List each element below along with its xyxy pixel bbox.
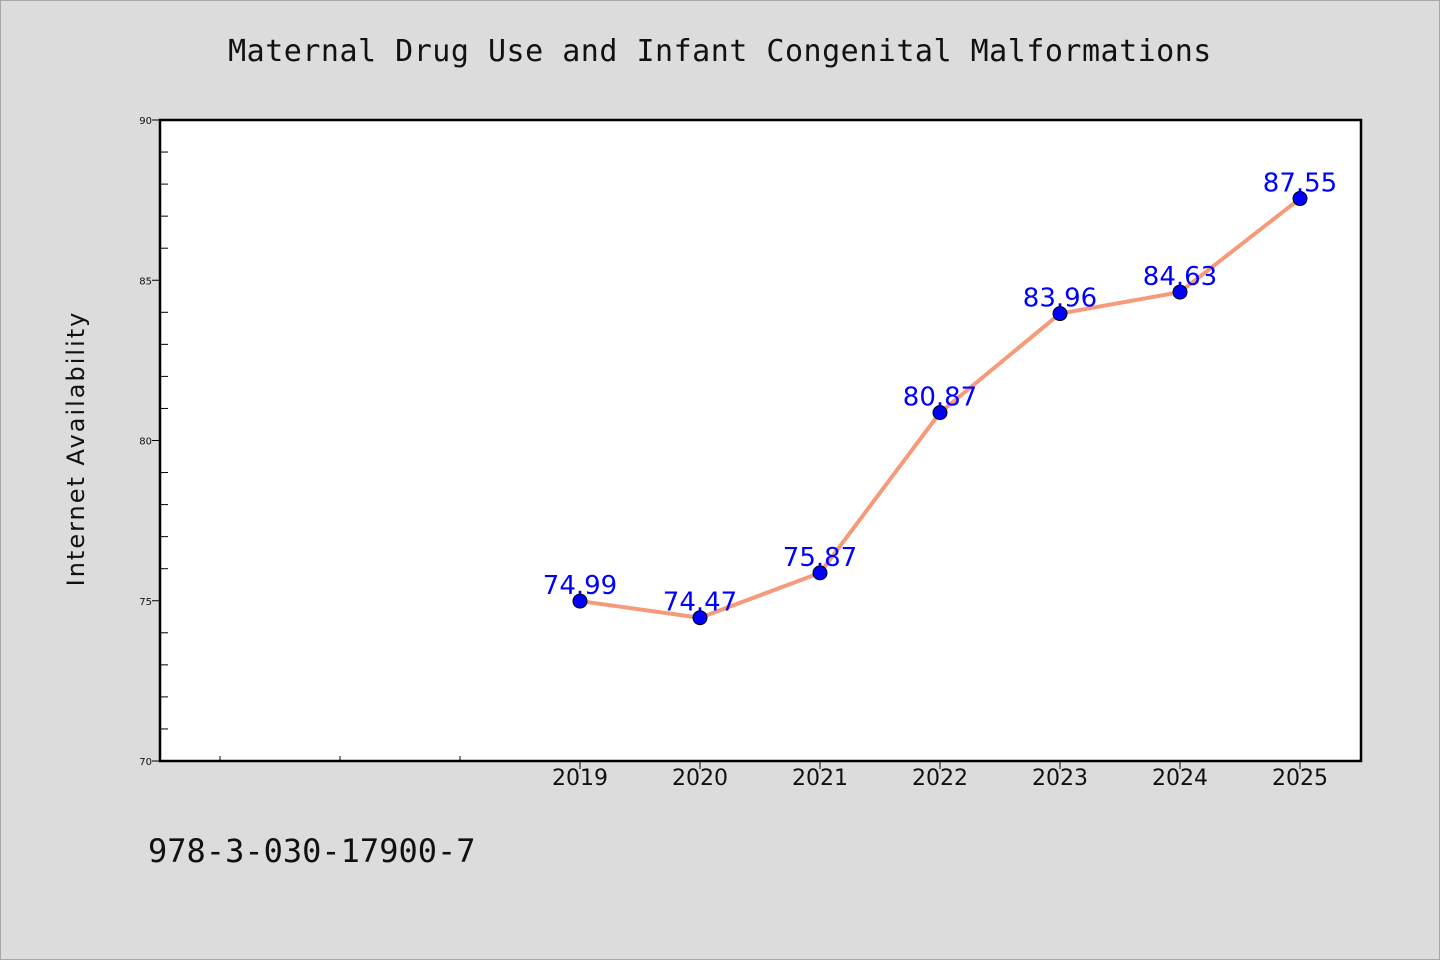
data-point — [1292, 191, 1308, 207]
series-group: 74.99 74.47 75.87 80.87 83.96 84.63 87.55 — [543, 169, 1337, 626]
x-tick-label: 2024 — [1152, 766, 1208, 791]
y-tick-label: 85 — [139, 276, 152, 287]
data-point — [812, 565, 828, 581]
data-point — [1052, 306, 1068, 322]
data-label: 80.87 — [903, 383, 977, 413]
y-tick-label: 70 — [139, 757, 152, 768]
data-label: 75.87 — [783, 543, 857, 573]
data-label: 83.96 — [1023, 284, 1097, 314]
x-tick-label: 2021 — [792, 766, 848, 791]
data-label: 74.47 — [663, 588, 737, 618]
x-tick-label: 2022 — [912, 766, 968, 791]
data-point — [1172, 284, 1188, 300]
y-tick-label: 75 — [139, 597, 152, 608]
data-label: 87.55 — [1263, 169, 1337, 199]
y-axis: 70 75 80 85 90 — [139, 116, 168, 768]
x-tick-label: 2020 — [672, 766, 728, 791]
data-point — [692, 610, 708, 626]
y-tick-label: 90 — [139, 116, 152, 127]
data-label: 74.99 — [543, 571, 617, 601]
x-tick-label: 2025 — [1272, 766, 1328, 791]
data-label: 84.63 — [1143, 262, 1217, 292]
x-axis: 2019 2020 2021 2022 2023 2024 2025 — [219, 756, 1328, 791]
isbn-code: 978-3-030-17900-7 — [148, 832, 476, 870]
chart-title: Maternal Drug Use and Infant Congenital … — [228, 34, 1212, 69]
y-axis-label: Internet Availability — [62, 311, 90, 587]
x-tick-label: 2019 — [552, 766, 608, 791]
data-point — [932, 405, 948, 421]
data-point — [572, 593, 588, 609]
plot-area — [158, 118, 1363, 763]
y-tick-label: 80 — [139, 437, 152, 448]
x-tick-label: 2023 — [1032, 766, 1088, 791]
